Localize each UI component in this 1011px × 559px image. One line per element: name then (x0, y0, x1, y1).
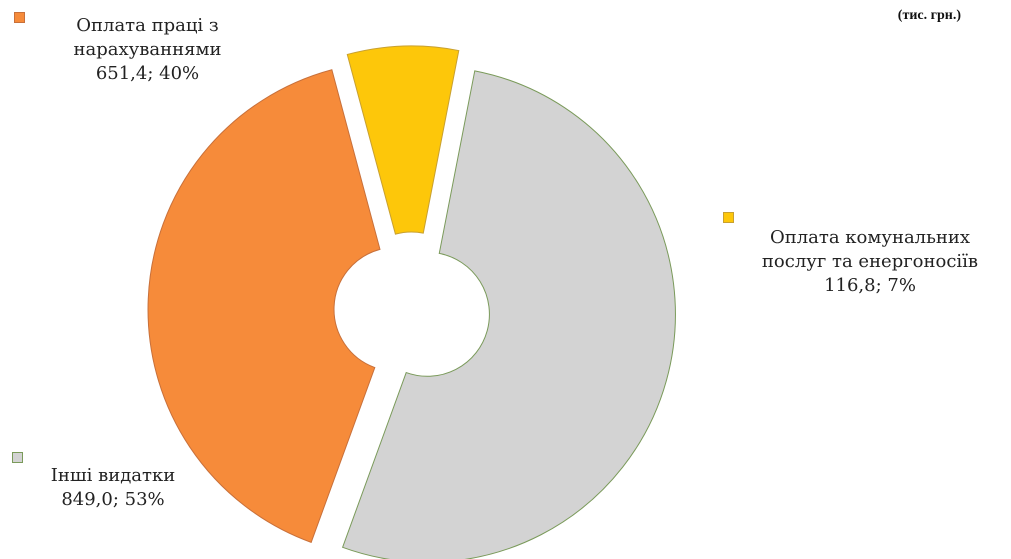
slice-label-other-line1: Інші видатки (50, 465, 176, 486)
slice-value-other: 849,0; 53% (61, 489, 165, 510)
legend-swatch-other (12, 452, 23, 463)
slice-value-utilities: 116,8; 7% (824, 275, 916, 296)
legend-swatch-wages (14, 12, 25, 23)
slice-label-wages-line2: нарахуваннями (73, 39, 222, 60)
slice-label-other: Інші видатки 849,0; 53% (38, 464, 188, 512)
slice-value-wages: 651,4; 40% (95, 63, 200, 84)
slice-label-utilities-line1: Оплата комунальних (769, 227, 971, 248)
unit-note: (тис. грн.) (897, 8, 961, 23)
slice-label-utilities-line2: послуг та енергоносіїв (761, 251, 979, 272)
slice-label-wages-line1: Оплата праці з (76, 15, 219, 36)
slice-utilities (346, 45, 460, 235)
chart-slices (147, 45, 676, 559)
legend-swatch-utilities (723, 212, 734, 223)
slice-wages (147, 69, 381, 543)
slice-label-utilities: Оплата комунальних послуг та енергоносії… (735, 226, 1005, 298)
slice-label-wages: Оплата праці з нарахуваннями 651,4; 40% (40, 14, 255, 86)
slice-other (341, 70, 676, 559)
